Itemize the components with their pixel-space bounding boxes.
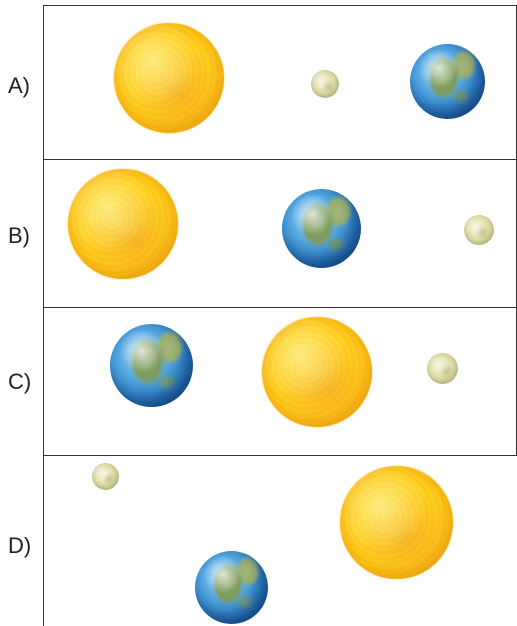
moon-icon (427, 353, 458, 384)
sun-icon (340, 466, 453, 579)
moon-icon (92, 463, 119, 490)
earth-icon (195, 551, 268, 624)
earth-icon (110, 324, 193, 407)
sun-icon (68, 169, 178, 279)
option-label-c: C) (8, 369, 32, 394)
option-label-b: B) (8, 223, 30, 248)
sun-icon (262, 317, 372, 427)
option-panel-d (43, 455, 517, 626)
earth-icon (282, 189, 361, 268)
option-label-a: A) (8, 73, 30, 98)
moon-icon (464, 215, 494, 245)
sun-icon (114, 23, 224, 133)
moon-icon (311, 70, 339, 98)
option-panel-c (43, 307, 517, 455)
option-panel-b (43, 159, 517, 307)
option-label-d: D) (8, 533, 32, 558)
option-panel-a (43, 5, 517, 159)
earth-icon (410, 44, 485, 119)
